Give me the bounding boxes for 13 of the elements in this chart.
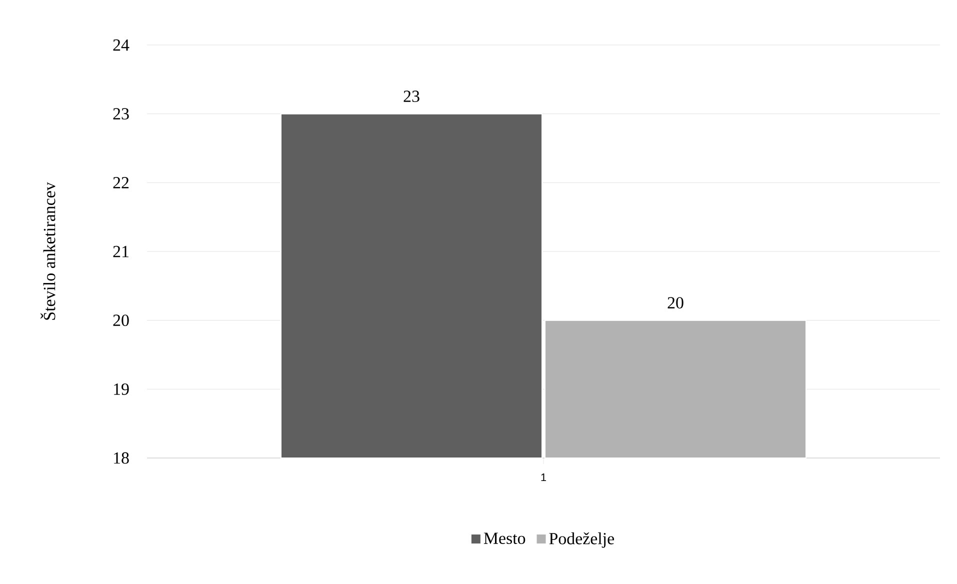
y-tick-label: 19 xyxy=(114,383,129,395)
y-tick-label: 18 xyxy=(114,452,129,464)
x-tick-label: 1 xyxy=(541,474,546,482)
y-tick-label: 21 xyxy=(113,246,128,258)
y-tick-label: 23 xyxy=(113,108,129,120)
legend-label: Podeželje xyxy=(549,532,614,548)
y-axis-title: Število anketirancev xyxy=(40,182,56,320)
y-tick-label: 24 xyxy=(113,39,130,51)
y-tick-label: 22 xyxy=(113,177,129,188)
data-label: 20 xyxy=(668,297,684,309)
data-label: 23 xyxy=(404,90,420,102)
legend-label: Mesto xyxy=(484,532,526,544)
y-tick-label: 20 xyxy=(113,314,129,326)
